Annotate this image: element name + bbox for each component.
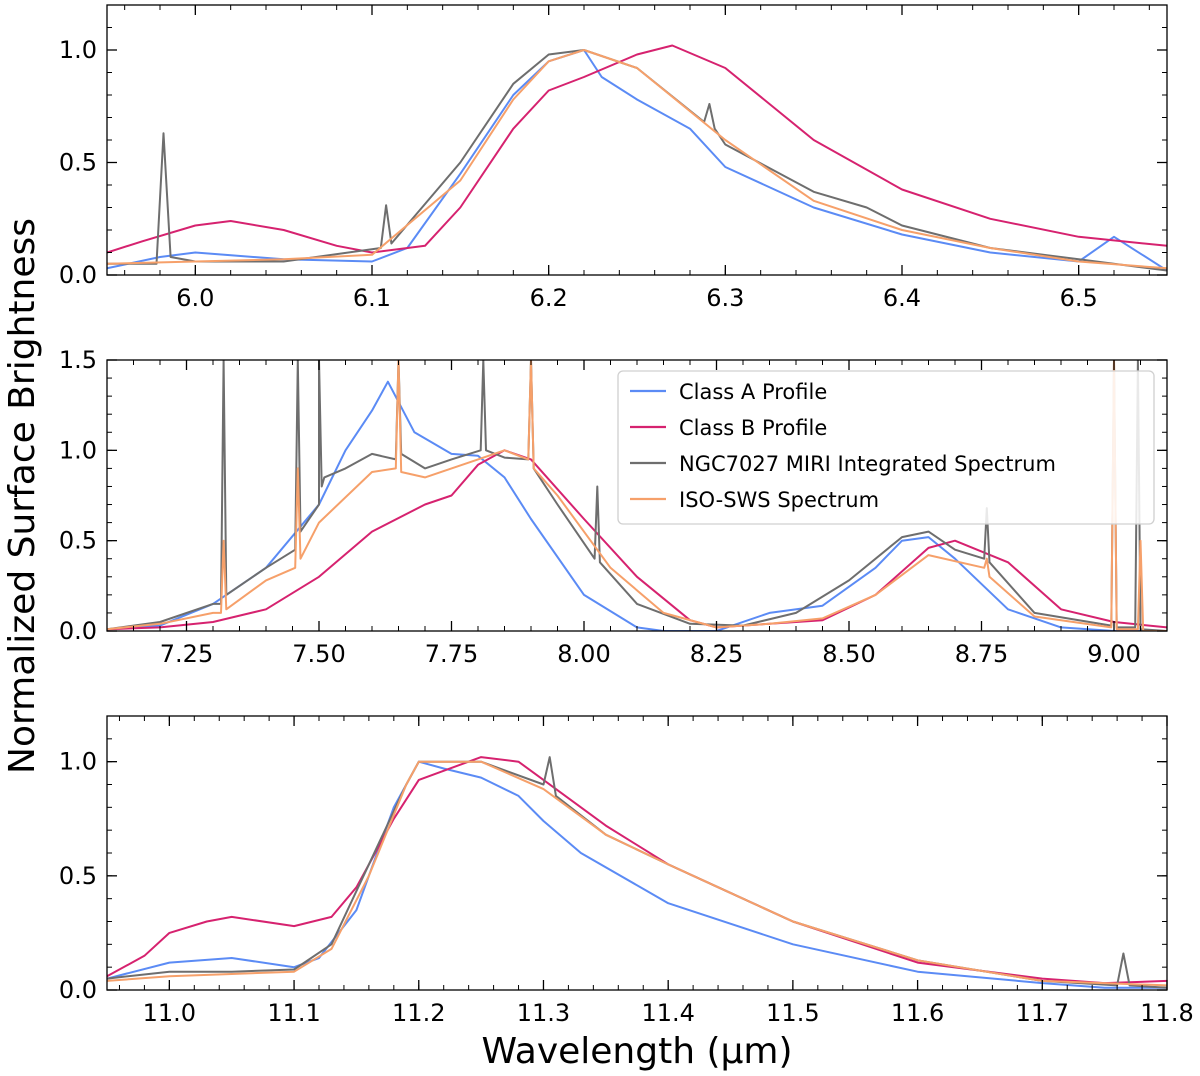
x-tick-label-bottom-2: 11.2 bbox=[392, 999, 445, 1027]
legend: Class A Profile Class B Profile NGC7027 MI… bbox=[617, 370, 1155, 525]
series-group-top bbox=[107, 44, 1167, 272]
y-tick-label-middle-2: 1.0 bbox=[59, 436, 97, 464]
y-tick-label-middle-1: 0.5 bbox=[59, 527, 97, 555]
y-tick-label-bottom-2: 1.0 bbox=[59, 748, 97, 776]
y-tick-label-top-2: 1.0 bbox=[59, 36, 97, 64]
y-tick-label-middle-3: 1.5 bbox=[59, 346, 97, 374]
x-tick-label-middle-4: 8.25 bbox=[690, 640, 743, 668]
y-tick-label-bottom-1: 0.5 bbox=[59, 862, 97, 890]
x-tick-label-top-1: 6.1 bbox=[353, 284, 391, 312]
series-line-middle-3 bbox=[107, 360, 1167, 631]
legend-label-3: ISO-SWS Spectrum bbox=[679, 488, 879, 512]
panels-group: 6.0 6.1 6.2 6.3 6.4 6.5 0.0 0.5 1.0 7.25 7.50 7.75 8… bbox=[59, 4, 1194, 1027]
x-tick-label-bottom-8: 11.8 bbox=[1140, 999, 1193, 1027]
x-tick-label-top-5: 6.5 bbox=[1060, 284, 1098, 312]
y-tick-label-middle-0: 0.0 bbox=[59, 617, 97, 645]
legend-box bbox=[617, 370, 1155, 525]
axes-frame-bottom bbox=[106, 715, 1168, 991]
legend-label-0: Class A Profile bbox=[679, 380, 827, 404]
x-tick-label-top-4: 6.4 bbox=[883, 284, 921, 312]
series-line-middle-1 bbox=[107, 449, 1167, 631]
series-line-top-3 bbox=[107, 49, 1167, 270]
series-line-top-0 bbox=[107, 49, 1167, 272]
panel-middle: 7.25 7.50 7.75 8.00 8.25 8.50 8.75 9.00 0.0 0.5 1.… bbox=[59, 346, 1168, 668]
series-line-top-1 bbox=[107, 44, 1167, 254]
x-tick-label-bottom-5: 11.5 bbox=[766, 999, 819, 1027]
y-axis-title: Normalized Surface Brightness bbox=[2, 218, 43, 774]
y-tick-label-top-0: 0.0 bbox=[59, 261, 97, 289]
x-tick-label-top-3: 6.3 bbox=[706, 284, 744, 312]
series-line-bottom-3 bbox=[107, 760, 1167, 987]
panel-bottom: 11.0 11.1 11.2 11.3 11.4 11.5 11.6 11.7 11.8 0.0 0… bbox=[59, 715, 1194, 1027]
x-axis-title: Wavelength (μm) bbox=[481, 1031, 792, 1072]
axes-frame-top bbox=[106, 4, 1168, 276]
x-tick-label-bottom-1: 11.1 bbox=[267, 999, 320, 1027]
series-line-top-2 bbox=[107, 49, 1167, 272]
panel-top: 6.0 6.1 6.2 6.3 6.4 6.5 0.0 0.5 1.0 bbox=[59, 4, 1168, 312]
x-tick-label-bottom-6: 11.6 bbox=[891, 999, 944, 1027]
x-tick-label-middle-6: 8.75 bbox=[955, 640, 1008, 668]
x-tick-label-bottom-4: 11.4 bbox=[641, 999, 694, 1027]
x-tick-label-middle-7: 9.00 bbox=[1087, 640, 1140, 668]
y-tick-label-top-1: 0.5 bbox=[59, 149, 97, 177]
x-tick-label-middle-0: 7.25 bbox=[160, 640, 213, 668]
series-line-bottom-0 bbox=[107, 760, 1167, 989]
legend-label-2: NGC7027 MIRI Integrated Spectrum bbox=[679, 452, 1056, 476]
x-tick-label-top-0: 6.0 bbox=[176, 284, 214, 312]
x-tick-label-middle-5: 8.50 bbox=[822, 640, 875, 668]
x-tick-label-middle-2: 7.75 bbox=[425, 640, 478, 668]
x-tick-label-bottom-0: 11.0 bbox=[143, 999, 196, 1027]
x-tick-label-bottom-7: 11.7 bbox=[1016, 999, 1069, 1027]
series-line-middle-0 bbox=[107, 380, 1167, 631]
x-tick-label-middle-3: 8.00 bbox=[557, 640, 610, 668]
y-tick-label-bottom-0: 0.0 bbox=[59, 976, 97, 1004]
x-tick-label-top-2: 6.2 bbox=[530, 284, 568, 312]
series-line-bottom-2 bbox=[107, 756, 1167, 989]
legend-label-1: Class B Profile bbox=[679, 416, 827, 440]
x-tick-label-middle-1: 7.50 bbox=[292, 640, 345, 668]
series-group-middle bbox=[107, 360, 1167, 631]
x-tick-label-bottom-3: 11.3 bbox=[517, 999, 570, 1027]
series-line-bottom-1 bbox=[107, 756, 1167, 985]
series-group-bottom bbox=[107, 756, 1167, 989]
